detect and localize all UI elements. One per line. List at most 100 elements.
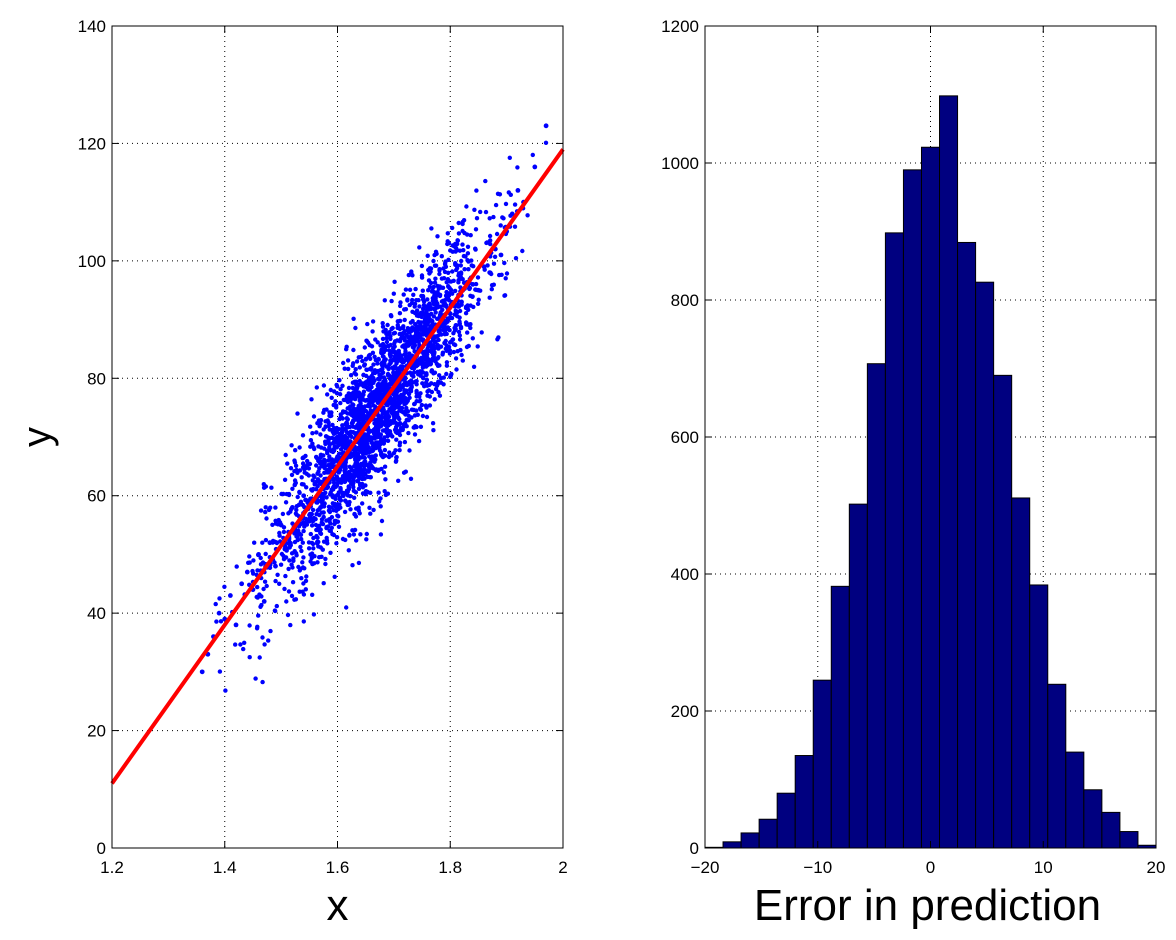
scatter-point — [333, 399, 338, 404]
scatter-point — [398, 395, 403, 400]
scatter-point — [336, 524, 342, 529]
scatter-point — [344, 344, 349, 349]
scatter-point — [262, 642, 267, 647]
scatter-point — [464, 204, 469, 209]
y-tick-label: 140 — [78, 17, 106, 36]
scatter-point — [323, 556, 328, 562]
scatter-point — [352, 370, 357, 376]
x-tick-label: −20 — [691, 858, 720, 877]
scatter-point — [382, 489, 387, 494]
scatter-point — [456, 304, 462, 309]
scatter-point — [286, 566, 291, 572]
scatter-point — [384, 339, 390, 345]
scatter-point — [321, 410, 326, 415]
scatter-point — [471, 264, 476, 269]
scatter-point — [337, 451, 342, 456]
scatter-point — [401, 400, 407, 405]
scatter-point — [343, 409, 348, 415]
scatter-point — [476, 297, 481, 302]
scatter-point — [310, 478, 315, 483]
scatter-point — [354, 506, 359, 511]
scatter-point — [496, 335, 501, 340]
scatter-point — [418, 424, 424, 429]
scatter-point — [501, 216, 506, 221]
scatter-point — [457, 319, 462, 324]
scatter-point — [412, 364, 417, 369]
scatter-point — [342, 366, 347, 371]
scatter-point — [397, 448, 402, 453]
scatter-point — [450, 225, 455, 231]
scatter-point — [370, 448, 376, 453]
scatter-point — [391, 345, 396, 351]
scatter-point — [324, 538, 330, 543]
scatter-point — [354, 538, 359, 543]
scatter-point — [422, 384, 427, 389]
scatter-point — [288, 543, 293, 548]
scatter-point — [333, 437, 338, 442]
scatter-point — [391, 370, 396, 375]
scatter-point — [498, 223, 503, 228]
scatter-point — [255, 584, 260, 590]
scatter-point — [358, 443, 364, 448]
scatter-point — [339, 480, 344, 485]
histogram-bar — [1029, 584, 1049, 849]
scatter-point — [397, 421, 403, 426]
scatter-point — [412, 413, 418, 418]
scatter-point — [392, 427, 398, 432]
scatter-point — [216, 610, 222, 616]
scatter-point — [339, 430, 345, 436]
scatter-point — [346, 484, 351, 489]
scatter-point — [338, 485, 343, 491]
scatter-point — [458, 324, 464, 330]
scatter-point — [310, 592, 315, 597]
scatter-point — [458, 270, 464, 275]
scatter-point — [388, 313, 394, 318]
scatter-point — [412, 401, 417, 407]
scatter-point — [457, 315, 462, 320]
scatter-point — [328, 528, 333, 534]
scatter-point — [485, 263, 490, 268]
scatter-point — [379, 347, 384, 352]
histogram-bar — [1065, 751, 1085, 849]
histogram-bar — [902, 169, 922, 849]
scatter-point — [426, 357, 431, 362]
histogram-bar — [776, 792, 796, 849]
scatter-point — [397, 331, 402, 337]
scatter-point — [502, 260, 507, 266]
scatter-point — [447, 351, 453, 356]
scatter-point — [456, 329, 462, 335]
scatter-point — [284, 599, 289, 604]
scatter-point — [461, 248, 466, 253]
scatter-point — [308, 514, 313, 520]
scatter-point — [348, 494, 353, 499]
scatter-point — [317, 422, 322, 427]
scatter-point — [487, 295, 492, 300]
scatter-point — [489, 287, 494, 292]
scatter-point — [290, 580, 296, 585]
scatter-point — [515, 188, 521, 193]
scatter-point — [463, 311, 469, 316]
scatter-point — [404, 424, 409, 429]
scatter-point — [385, 322, 390, 328]
scatter-point — [465, 232, 470, 237]
scatter-point — [408, 389, 414, 394]
x-tick-label: 10 — [1034, 858, 1053, 877]
scatter-point — [373, 457, 378, 462]
scatter-point — [328, 448, 333, 453]
scatter-point — [345, 473, 350, 479]
scatter-point — [384, 422, 389, 427]
scatter-point — [308, 444, 313, 449]
scatter-point — [308, 552, 313, 557]
scatter-point — [444, 360, 450, 365]
scatter-point — [353, 413, 358, 418]
scatter-point — [371, 371, 376, 376]
scatter-point — [365, 321, 370, 327]
scatter-point — [448, 374, 453, 380]
scatter-point — [323, 561, 328, 567]
scatter-point — [283, 500, 289, 505]
scatter-point — [267, 565, 273, 570]
scatter-point — [472, 207, 477, 212]
scatter-point — [331, 532, 337, 538]
scatter-point — [357, 439, 363, 444]
scatter-point — [473, 247, 478, 252]
